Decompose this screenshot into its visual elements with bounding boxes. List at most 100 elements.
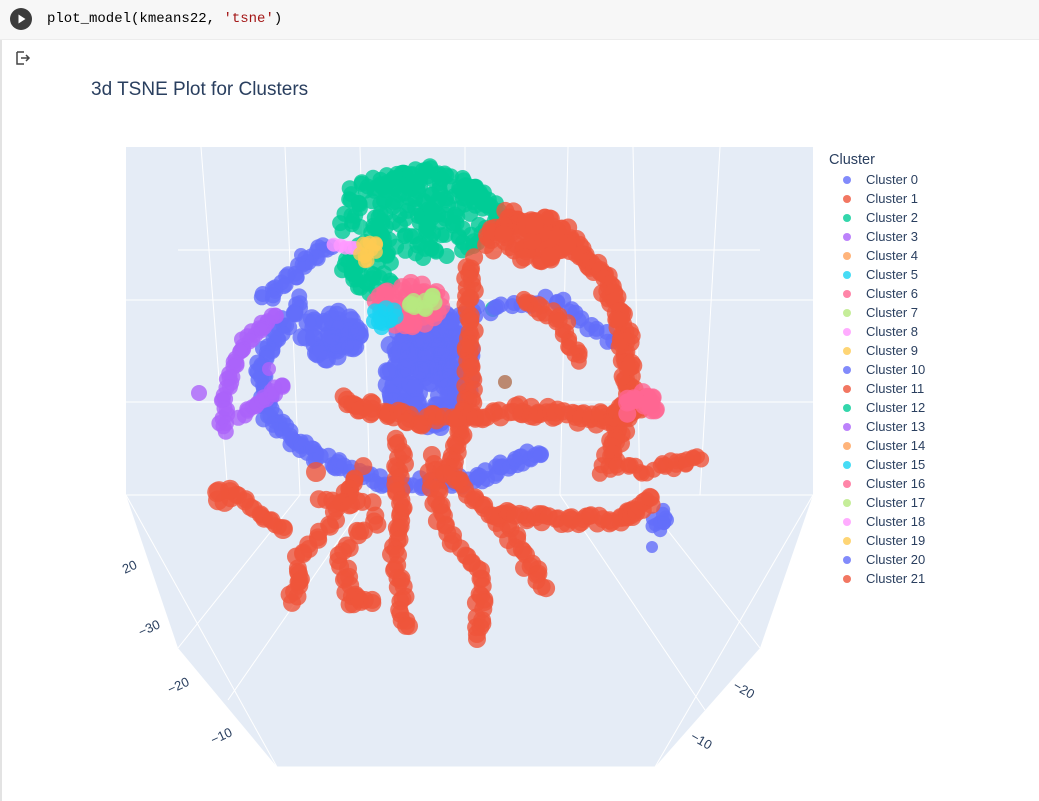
legend-item-label: Cluster 10 xyxy=(866,362,926,377)
legend-marker-icon xyxy=(843,403,851,412)
data-point xyxy=(442,177,458,194)
data-point xyxy=(349,526,368,545)
legend-item[interactable]: Cluster 15 xyxy=(829,455,1029,474)
data-point xyxy=(530,445,547,462)
legend-item-label: Cluster 9 xyxy=(866,343,919,358)
data-point xyxy=(437,362,456,381)
legend-item-label: Cluster 16 xyxy=(866,476,926,491)
legend-item[interactable]: Cluster 7 xyxy=(829,303,1029,322)
data-point xyxy=(570,353,587,370)
data-point xyxy=(416,193,433,210)
legend-item-label: Cluster 5 xyxy=(866,267,919,282)
legend-marker-icon xyxy=(843,555,851,564)
data-point xyxy=(283,593,301,612)
legend-marker-icon xyxy=(843,479,851,488)
code-string-literal: 'tsne' xyxy=(223,11,274,27)
legend-items: Cluster 0 Cluster 1 Cluster 2 Cluster 3 Clus… xyxy=(829,170,1029,588)
legend-item[interactable]: Cluster 10 xyxy=(829,360,1029,379)
data-point xyxy=(276,520,293,536)
data-point xyxy=(274,377,291,394)
data-point xyxy=(298,313,317,332)
legend-marker-icon xyxy=(843,498,851,507)
axis-tick-label: −10 xyxy=(688,729,715,753)
data-point xyxy=(626,390,645,409)
data-point xyxy=(209,481,229,502)
legend-item[interactable]: Cluster 4 xyxy=(829,246,1029,265)
data-point xyxy=(430,191,447,208)
data-point xyxy=(363,590,382,609)
legend: Cluster Cluster 0 Cluster 1 Cluster 2 Clust… xyxy=(829,150,1029,588)
legend-item-label: Cluster 13 xyxy=(866,419,926,434)
data-point xyxy=(525,216,544,235)
axis-tick-label: −30 xyxy=(136,617,162,640)
data-point xyxy=(657,516,671,530)
legend-item[interactable]: Cluster 8 xyxy=(829,322,1029,341)
play-icon xyxy=(18,14,26,24)
legend-marker-icon xyxy=(843,441,851,450)
legend-marker-icon xyxy=(843,460,851,469)
legend-item[interactable]: Cluster 21 xyxy=(829,569,1029,588)
run-cell-button[interactable] xyxy=(10,8,32,30)
legend-marker-icon xyxy=(843,194,851,203)
legend-marker-icon xyxy=(843,365,851,374)
data-point xyxy=(411,214,428,231)
legend-item-label: Cluster 1 xyxy=(866,191,919,206)
data-point xyxy=(640,487,659,506)
data-point xyxy=(481,200,498,216)
data-point xyxy=(643,388,662,407)
axis-tick-label: 20 xyxy=(120,557,139,577)
legend-item[interactable]: Cluster 12 xyxy=(829,398,1029,417)
legend-item[interactable]: Cluster 14 xyxy=(829,436,1029,455)
data-point xyxy=(498,375,512,389)
output-actions-icon[interactable] xyxy=(14,49,32,67)
data-point xyxy=(400,189,417,206)
data-point xyxy=(379,362,398,381)
legend-item[interactable]: Cluster 2 xyxy=(829,208,1029,227)
legend-item[interactable]: Cluster 11 xyxy=(829,379,1029,398)
data-point xyxy=(450,200,467,217)
legend-item[interactable]: Cluster 16 xyxy=(829,474,1029,493)
legend-marker-icon xyxy=(843,422,851,431)
legend-item[interactable]: Cluster 18 xyxy=(829,512,1029,531)
legend-item[interactable]: Cluster 19 xyxy=(829,531,1029,550)
legend-item[interactable]: Cluster 0 xyxy=(829,170,1029,189)
legend-item-label: Cluster 6 xyxy=(866,286,919,301)
code-cell-input[interactable]: plot_model(kmeans22, 'tsne') xyxy=(0,0,1039,40)
code-line[interactable]: plot_model(kmeans22, 'tsne') xyxy=(47,11,282,27)
legend-item-label: Cluster 18 xyxy=(866,514,926,529)
legend-item[interactable]: Cluster 3 xyxy=(829,227,1029,246)
data-point xyxy=(345,271,362,288)
data-point xyxy=(477,236,496,254)
data-point xyxy=(371,269,388,286)
legend-item[interactable]: Cluster 9 xyxy=(829,341,1029,360)
code-text: plot_model(kmeans22, xyxy=(47,11,224,27)
data-point xyxy=(433,345,452,364)
data-point xyxy=(253,289,270,306)
data-point xyxy=(366,209,383,226)
legend-item-label: Cluster 15 xyxy=(866,457,926,472)
data-point xyxy=(191,385,207,401)
data-point xyxy=(357,182,374,199)
data-point xyxy=(343,186,360,203)
legend-marker-icon xyxy=(843,289,851,298)
data-point xyxy=(437,226,454,243)
code-text-end: ) xyxy=(273,11,283,27)
legend-item[interactable]: Cluster 1 xyxy=(829,189,1029,208)
legend-marker-icon xyxy=(843,536,851,545)
legend-item[interactable]: Cluster 5 xyxy=(829,265,1029,284)
data-point xyxy=(512,250,531,269)
legend-item[interactable]: Cluster 17 xyxy=(829,493,1029,512)
legend-item[interactable]: Cluster 13 xyxy=(829,417,1029,436)
legend-marker-icon xyxy=(843,517,851,526)
legend-item[interactable]: Cluster 6 xyxy=(829,284,1029,303)
axis-tick-label: −10 xyxy=(208,724,234,747)
data-point xyxy=(377,218,394,235)
data-point xyxy=(646,541,658,553)
legend-item[interactable]: Cluster 20 xyxy=(829,550,1029,569)
legend-item-label: Cluster 20 xyxy=(866,552,926,567)
legend-marker-icon xyxy=(843,574,851,583)
axis-tick-label: −20 xyxy=(731,678,758,702)
data-point xyxy=(379,247,395,264)
data-point xyxy=(426,294,443,311)
